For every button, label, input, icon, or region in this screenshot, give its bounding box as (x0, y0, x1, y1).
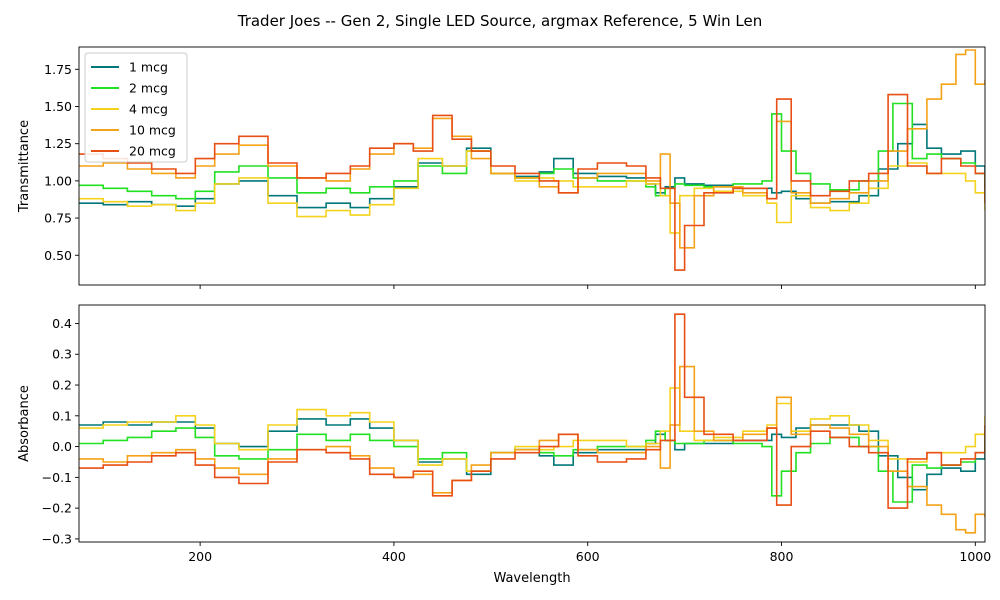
y-tick-label: 0.1 (52, 408, 72, 423)
y-axis-label: Transmittance (17, 120, 32, 213)
y-tick-label: 0.0 (52, 439, 72, 454)
legend-label: 2 mcg (129, 81, 168, 96)
y-tick-label: 0.50 (44, 248, 72, 263)
series-line-4-mcg (79, 150, 985, 234)
legend-label: 4 mcg (129, 102, 168, 117)
y-tick-label: 0.75 (44, 211, 72, 226)
x-tick-label: 800 (770, 549, 794, 564)
x-tick-label: 600 (576, 549, 600, 564)
legend: 1 mcg 2 mcg 4 mcg 10 mcg 20 mcg (84, 52, 188, 163)
y-tick-label: −0.2 (42, 501, 72, 516)
y-tick-label: 0.4 (52, 316, 72, 331)
legend-label: 1 mcg (129, 60, 168, 75)
series-line-20-mcg (79, 93, 985, 271)
legend-box (84, 52, 188, 163)
series-line-20-mcg (79, 313, 985, 509)
figure-title: Trader Joes -- Gen 2, Single LED Source,… (237, 12, 763, 30)
x-axis-label: Wavelength (493, 571, 570, 586)
y-tick-label: −0.1 (42, 470, 72, 485)
y-tick-label: 1.50 (44, 99, 72, 114)
transmittance-panel: 0.50 0.75 1.00 1.25 1.50 1.75 Transmittance 1 m… (17, 46, 986, 289)
x-tick-label: 400 (382, 549, 406, 564)
y-tick-label: 1.25 (44, 136, 72, 151)
y-axis-label: Absorbance (17, 385, 32, 462)
y-tick-label: 0.2 (52, 378, 72, 393)
legend-label: 20 mcg (129, 144, 176, 159)
series-line-1-mcg (79, 123, 985, 209)
series-line-2-mcg (79, 427, 985, 503)
legend-label: 10 mcg (129, 123, 176, 138)
absorbance-panel: −0.3 −0.2 −0.1 0.0 0.1 0.2 0.3 0.4 200 400 600 800 1… (17, 304, 991, 586)
series-line-2-mcg (79, 102, 985, 200)
axes-frame (78, 46, 986, 286)
x-tick-label: 1000 (959, 549, 991, 564)
y-tick-label: 0.3 (52, 347, 72, 362)
y-tick-label: 1.75 (44, 62, 72, 77)
series-group (79, 313, 985, 534)
series-line-4-mcg (79, 387, 985, 472)
axes-frame (78, 304, 986, 543)
x-tick-label: 200 (188, 549, 212, 564)
series-group (79, 49, 985, 271)
y-tick-label: 1.00 (44, 173, 72, 188)
y-tick-label: −0.3 (42, 531, 72, 546)
